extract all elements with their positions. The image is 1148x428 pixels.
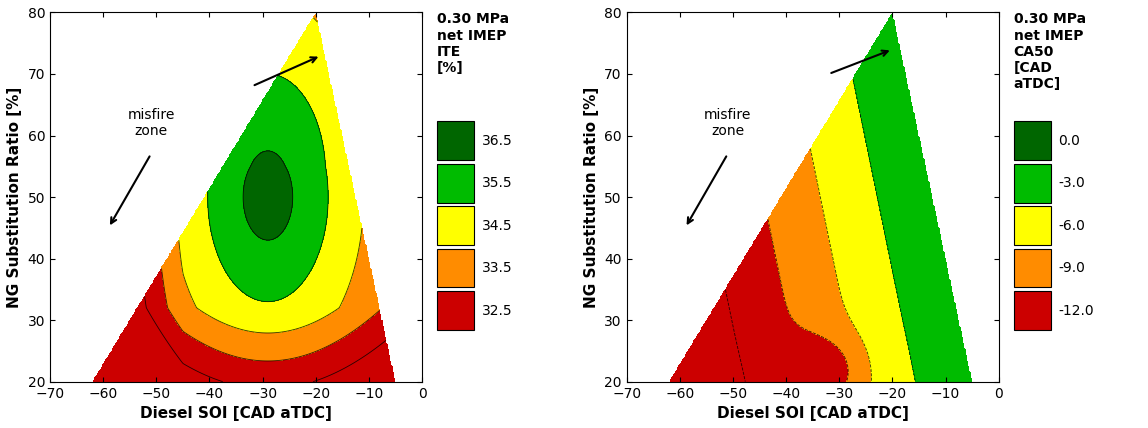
- Y-axis label: NG Substitution Ratio [%]: NG Substitution Ratio [%]: [583, 86, 598, 308]
- Bar: [437, 206, 474, 245]
- Bar: [1014, 206, 1050, 245]
- Bar: [437, 122, 474, 160]
- X-axis label: Diesel SOI [CAD aTDC]: Diesel SOI [CAD aTDC]: [140, 406, 332, 421]
- Bar: [1014, 122, 1050, 160]
- Text: 32.5: 32.5: [481, 303, 512, 318]
- Bar: [1014, 164, 1050, 202]
- Y-axis label: NG Substitution Ratio [%]: NG Substitution Ratio [%]: [7, 86, 22, 308]
- Text: 35.5: 35.5: [481, 176, 512, 190]
- Text: -12.0: -12.0: [1058, 303, 1094, 318]
- Text: 33.5: 33.5: [481, 261, 512, 275]
- Text: 34.5: 34.5: [481, 219, 512, 233]
- X-axis label: Diesel SOI [CAD aTDC]: Diesel SOI [CAD aTDC]: [716, 406, 909, 421]
- Bar: [437, 291, 474, 330]
- Bar: [437, 164, 474, 202]
- Text: -9.0: -9.0: [1058, 261, 1085, 275]
- Text: misfire
zone: misfire zone: [704, 108, 752, 138]
- Bar: [437, 249, 474, 288]
- Text: 0.30 MPa
net IMEP
ITE
[%]: 0.30 MPa net IMEP ITE [%]: [437, 12, 509, 75]
- Text: -3.0: -3.0: [1058, 176, 1085, 190]
- Bar: [1014, 249, 1050, 288]
- Text: -6.0: -6.0: [1058, 219, 1085, 233]
- Text: misfire
zone: misfire zone: [127, 108, 174, 138]
- Text: 0.0: 0.0: [1058, 134, 1080, 148]
- Text: 0.30 MPa
net IMEP
CA50
[CAD
aTDC]: 0.30 MPa net IMEP CA50 [CAD aTDC]: [1014, 12, 1086, 91]
- Bar: [1014, 291, 1050, 330]
- Text: 36.5: 36.5: [481, 134, 512, 148]
